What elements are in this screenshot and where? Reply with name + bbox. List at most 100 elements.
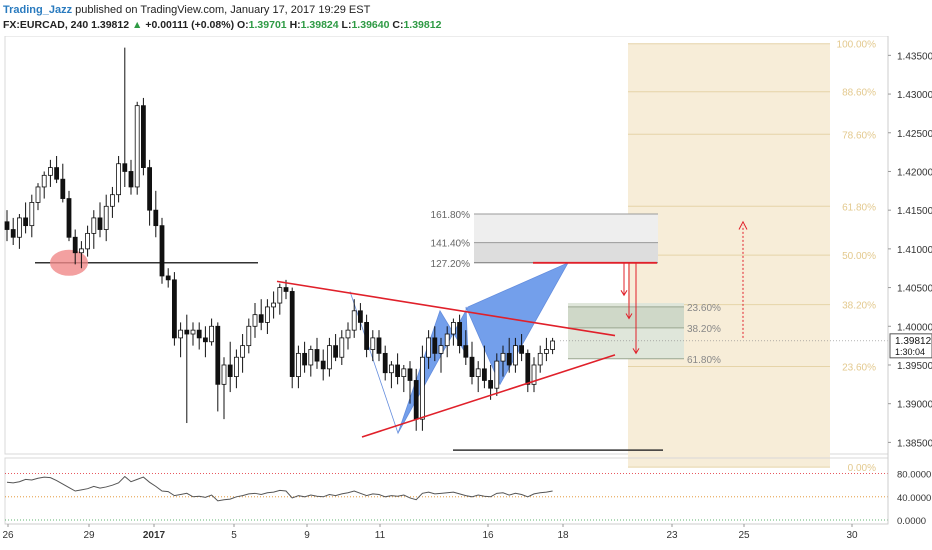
candle-up: [41, 174, 47, 188]
price-tick-label: 1.40000: [897, 322, 932, 333]
candle-down: [519, 345, 524, 354]
candle-up: [16, 217, 22, 238]
candle-down: [184, 329, 190, 335]
candle-down: [128, 171, 134, 188]
candle-up: [35, 186, 41, 203]
fib-extension-band: [474, 242, 658, 263]
candle-down: [227, 364, 233, 377]
candle-down: [289, 291, 295, 377]
candle-down: [147, 167, 153, 211]
fib-small-label: 61.80%: [687, 355, 721, 366]
projection-arrow-head: [738, 220, 748, 230]
candle-down: [60, 178, 66, 199]
fib-small-label: 23.60%: [687, 303, 721, 314]
high-value: 1.39824: [300, 19, 339, 31]
candle-up: [190, 329, 196, 335]
candle-up: [79, 248, 84, 254]
price-tick-label: 1.39000: [897, 400, 932, 411]
candle-up: [339, 337, 345, 358]
candle-up: [233, 356, 239, 377]
candle-down: [320, 360, 326, 370]
fib-extension-label: 141.40%: [431, 239, 471, 250]
time-tick-label: 2017: [143, 530, 166, 541]
low-label: L:: [341, 19, 352, 31]
candle-down: [258, 314, 264, 323]
change-value: +0.00111 (+0.08%): [145, 19, 235, 31]
symbol-info: FX:EURCAD, 240 1.39812 ▲ +0.00111 (+0.08…: [3, 19, 441, 31]
fib-retracement-label: 78.60%: [842, 130, 876, 141]
open-label: O:: [237, 19, 249, 31]
candle-down: [97, 217, 103, 230]
candle-down: [407, 368, 413, 381]
down-arrow-head: [632, 348, 640, 355]
candle-down: [314, 349, 320, 362]
candle-up: [450, 322, 456, 335]
candle-up: [531, 364, 537, 385]
chart-canvas[interactable]: 100.00%88.60%78.60%61.80%50.00%38.20%23.…: [0, 36, 932, 550]
candle-down: [140, 105, 146, 168]
candle-up: [475, 368, 481, 377]
upper-trendline: [276, 280, 616, 337]
price-tick-label: 1.42000: [897, 167, 932, 178]
time-tick-label: 25: [738, 530, 750, 541]
publish-info: Trading_Jazz published on TradingView.co…: [3, 4, 370, 16]
harmonic-pattern: [349, 261, 569, 435]
candle-down: [283, 287, 289, 292]
candle-up: [500, 352, 506, 362]
time-tick-label: 5: [231, 530, 237, 541]
candle-up: [401, 368, 407, 377]
chart-header: Trading_Jazz published on TradingView.co…: [0, 0, 932, 36]
candle-up: [103, 205, 109, 230]
candle-down: [165, 275, 171, 281]
candle-up: [221, 364, 227, 385]
time-tick-label: 26: [2, 530, 14, 541]
candle-down: [432, 337, 438, 354]
candle-down: [376, 337, 382, 354]
candle-up: [345, 329, 351, 339]
price-tick-label: 1.41500: [897, 206, 932, 217]
candle-down: [72, 236, 78, 254]
symbol-label[interactable]: FX:EURCAD, 240: [3, 19, 89, 31]
candle-up: [550, 340, 555, 350]
countdown-label: 1:30:04: [895, 347, 925, 357]
candle-up: [444, 333, 450, 347]
time-tick-label: 18: [557, 530, 569, 541]
time-tick-label: 11: [375, 530, 386, 541]
candle-up: [178, 329, 184, 339]
author-link[interactable]: Trading_Jazz: [3, 4, 73, 16]
rsi-pane[interactable]: 80.0000 40.0000 0.0000: [4, 457, 931, 527]
down-arrow-head: [625, 313, 633, 320]
candle-down: [196, 329, 202, 339]
price-tick-label: 1.39500: [897, 361, 932, 372]
candle-up: [116, 163, 121, 196]
time-tick-label: 30: [846, 530, 858, 541]
rsi-scale-label: 80.0000: [897, 470, 931, 481]
candle-down: [357, 310, 363, 323]
candle-up: [295, 352, 301, 377]
candle-down: [215, 325, 221, 385]
main-pane[interactable]: 100.00% 88.60% 78.60% 61.80% 50.00% 38.20% 23.…: [4, 36, 889, 474]
candle-down: [66, 198, 72, 238]
candle-up: [537, 352, 543, 366]
fib-retracement-label: 61.80%: [842, 202, 876, 213]
candle-up: [134, 105, 140, 188]
candle-down: [382, 352, 388, 374]
candle-down: [333, 345, 339, 358]
candle-up: [370, 337, 376, 350]
fib-retracement-label: 50.00%: [842, 251, 876, 262]
candle-down: [202, 337, 208, 343]
candle-up: [388, 364, 394, 374]
close-label: C:: [392, 19, 404, 31]
fib-small-band: [568, 306, 684, 328]
fib-retracement-label: 38.20%: [842, 301, 876, 312]
down-arrow-head: [620, 290, 628, 297]
candle-up: [308, 349, 314, 366]
price-tick-label: 1.40500: [897, 284, 932, 295]
fib-retracement-label: 100.00%: [837, 40, 877, 51]
axes: 1.43500 1.43000 1.42500 1.42000 1.41500 1.410…: [2, 36, 932, 541]
candle-down: [364, 322, 370, 350]
price-tick-label: 1.42500: [897, 129, 932, 140]
rsi-scale-label: 40.0000: [897, 493, 931, 504]
candle-down: [23, 217, 29, 227]
candle-down: [54, 167, 59, 180]
